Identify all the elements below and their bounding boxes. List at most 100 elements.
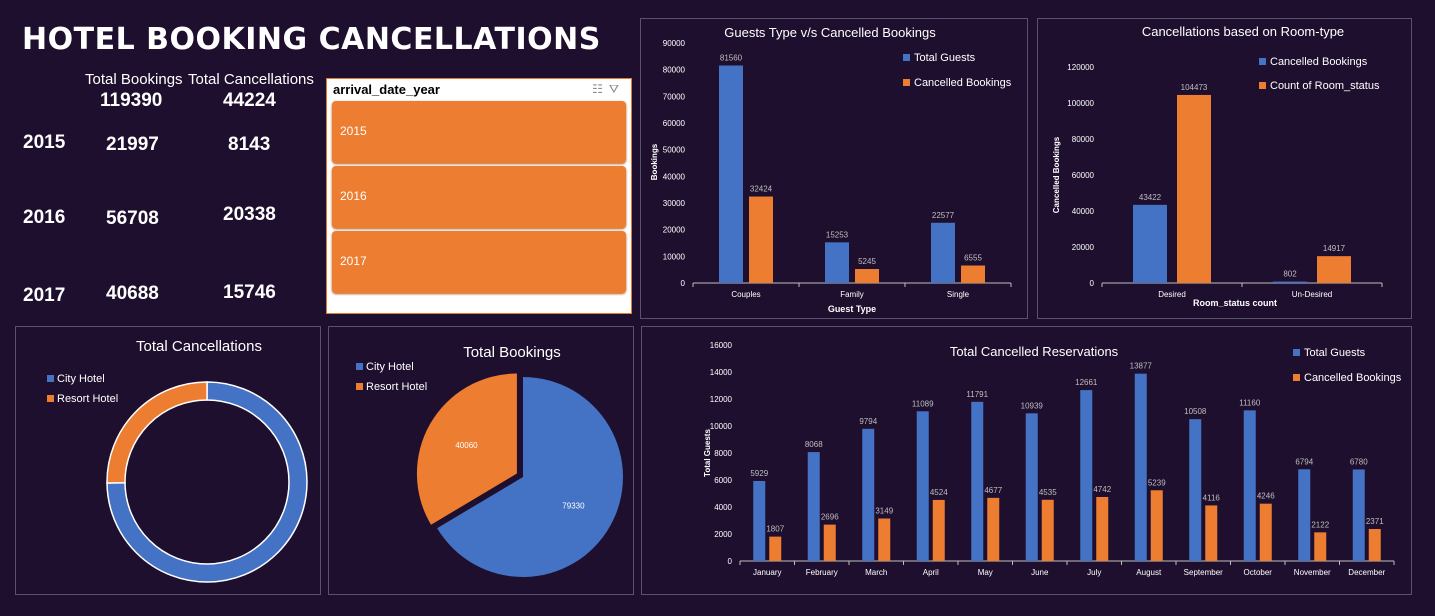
- bookings-pie-panel: Total Bookings City Hotel Resort Hotel 7933…: [328, 326, 634, 595]
- bar: [1243, 410, 1256, 561]
- guest-type-chart: Guests Type v/s Cancelled Bookings 0 10000…: [650, 25, 1012, 314]
- data-label: 4677: [984, 486, 1002, 495]
- multi-select-icon[interactable]: ☷: [592, 82, 609, 96]
- data-label: 10508: [1184, 407, 1207, 416]
- y-tick-label: 16000: [710, 341, 733, 350]
- slicer-title: arrival_date_year: [333, 82, 440, 97]
- y-tick-label: 4000: [714, 503, 732, 512]
- data-label: 10939: [1021, 401, 1044, 410]
- legend-swatch: [1293, 349, 1300, 356]
- bar: [825, 242, 849, 283]
- data-label: 40060: [455, 441, 478, 450]
- bar: [971, 401, 984, 561]
- slicer-item-label: 2016: [340, 189, 367, 203]
- pie-slice: [106, 381, 308, 583]
- slicer-item-2016[interactable]: 2016: [332, 166, 626, 228]
- room-type-panel: Cancellations based on Room-type 0 20000 40…: [1037, 18, 1412, 319]
- x-tick-label: June: [1031, 568, 1049, 577]
- year-label-2016: 2016: [23, 207, 66, 228]
- x-axis-label: Room_status count: [1193, 298, 1277, 308]
- legend-swatch: [356, 363, 363, 370]
- data-label: 15253: [826, 230, 849, 239]
- x-tick-label: Couples: [731, 290, 760, 299]
- y-tick-label: 40000: [663, 172, 686, 181]
- y-tick-label: 10000: [663, 252, 686, 261]
- chart-title: Total Bookings: [463, 344, 561, 361]
- clear-filter-icon[interactable]: ⛛: [608, 82, 625, 96]
- bookings-2015: 21997: [106, 134, 159, 155]
- y-tick-label: 100000: [1067, 99, 1094, 108]
- guest-type-panel: Guests Type v/s Cancelled Bookings 0 10000…: [640, 18, 1028, 319]
- bar: [753, 480, 766, 561]
- bar: [1025, 413, 1038, 561]
- data-label: 6794: [1295, 457, 1313, 466]
- bar: [1259, 503, 1272, 561]
- y-tick-label: 0: [681, 279, 686, 288]
- y-tick-label: 2000: [714, 530, 732, 539]
- bookings-2017: 40688: [106, 283, 159, 304]
- pie-slice: [416, 373, 517, 525]
- data-label: 4246: [1257, 492, 1275, 501]
- y-axis-label: Total Guests: [703, 429, 712, 477]
- legend-label: City Hotel: [57, 373, 105, 385]
- pie-slice: [437, 377, 623, 577]
- data-label: 6780: [1350, 457, 1368, 466]
- bar: [1205, 505, 1218, 561]
- data-label: 11089: [912, 399, 934, 408]
- data-label: 79330: [562, 502, 585, 511]
- y-tick-label: 40000: [1072, 207, 1095, 216]
- y-tick-label: 60000: [1072, 171, 1095, 180]
- bar: [1134, 373, 1147, 561]
- bar: [961, 265, 985, 283]
- bar: [1273, 281, 1307, 283]
- x-tick-label: September: [1184, 568, 1223, 577]
- year-slicer[interactable]: arrival_date_year ☷⛛ 2015 2016 2017: [326, 78, 632, 314]
- year-label-2015: 2015: [23, 132, 66, 153]
- y-tick-label: 90000: [663, 39, 686, 48]
- legend-swatch: [1293, 374, 1300, 381]
- bar: [1080, 390, 1093, 561]
- page-title: HOTEL BOOKING CANCELLATIONS: [22, 22, 601, 57]
- bar: [1298, 469, 1311, 561]
- y-axis-label: Cancelled Bookings: [1052, 136, 1061, 213]
- x-tick-label: March: [865, 568, 887, 577]
- bar: [719, 65, 743, 283]
- y-tick-label: 70000: [663, 92, 686, 101]
- bar: [807, 452, 820, 561]
- legend-swatch: [47, 395, 54, 402]
- slicer-item-label: 2015: [340, 124, 367, 138]
- legend-label: Count of Room_status: [1270, 80, 1380, 92]
- y-tick-label: 120000: [1067, 63, 1094, 72]
- legend-swatch: [47, 375, 54, 382]
- data-label: 4116: [1203, 493, 1221, 502]
- bar: [749, 196, 773, 283]
- y-tick-label: 20000: [1072, 243, 1095, 252]
- x-tick-label: Single: [947, 290, 970, 299]
- bar: [1041, 499, 1054, 561]
- data-label: 3149: [875, 506, 893, 515]
- slicer-item-2017[interactable]: 2017: [332, 231, 626, 293]
- data-label: 81560: [720, 54, 743, 63]
- y-tick-label: 80000: [1072, 135, 1095, 144]
- chart-title: Total Cancelled Reservations: [950, 344, 1119, 359]
- chart-title: Guests Type v/s Cancelled Bookings: [724, 25, 936, 40]
- x-tick-label: Desired: [1158, 290, 1186, 299]
- slicer-item-2015[interactable]: 2015: [332, 101, 626, 163]
- bar: [1096, 496, 1109, 561]
- data-label: 12661: [1075, 378, 1098, 387]
- bar: [932, 499, 945, 561]
- bar: [1189, 419, 1202, 561]
- bar: [1352, 469, 1365, 561]
- room-type-chart: Cancellations based on Room-type 0 20000 40…: [1052, 24, 1383, 308]
- bar: [987, 497, 1000, 561]
- y-tick-label: 10000: [710, 422, 733, 431]
- bar: [916, 411, 929, 561]
- bar: [1133, 204, 1167, 283]
- bar: [1150, 490, 1163, 561]
- bar: [769, 536, 782, 561]
- bar: [1177, 94, 1211, 283]
- cancellations-2015: 8143: [228, 134, 271, 155]
- legend-swatch: [903, 54, 910, 61]
- y-tick-label: 50000: [663, 146, 686, 155]
- data-label: 13877: [1130, 362, 1153, 371]
